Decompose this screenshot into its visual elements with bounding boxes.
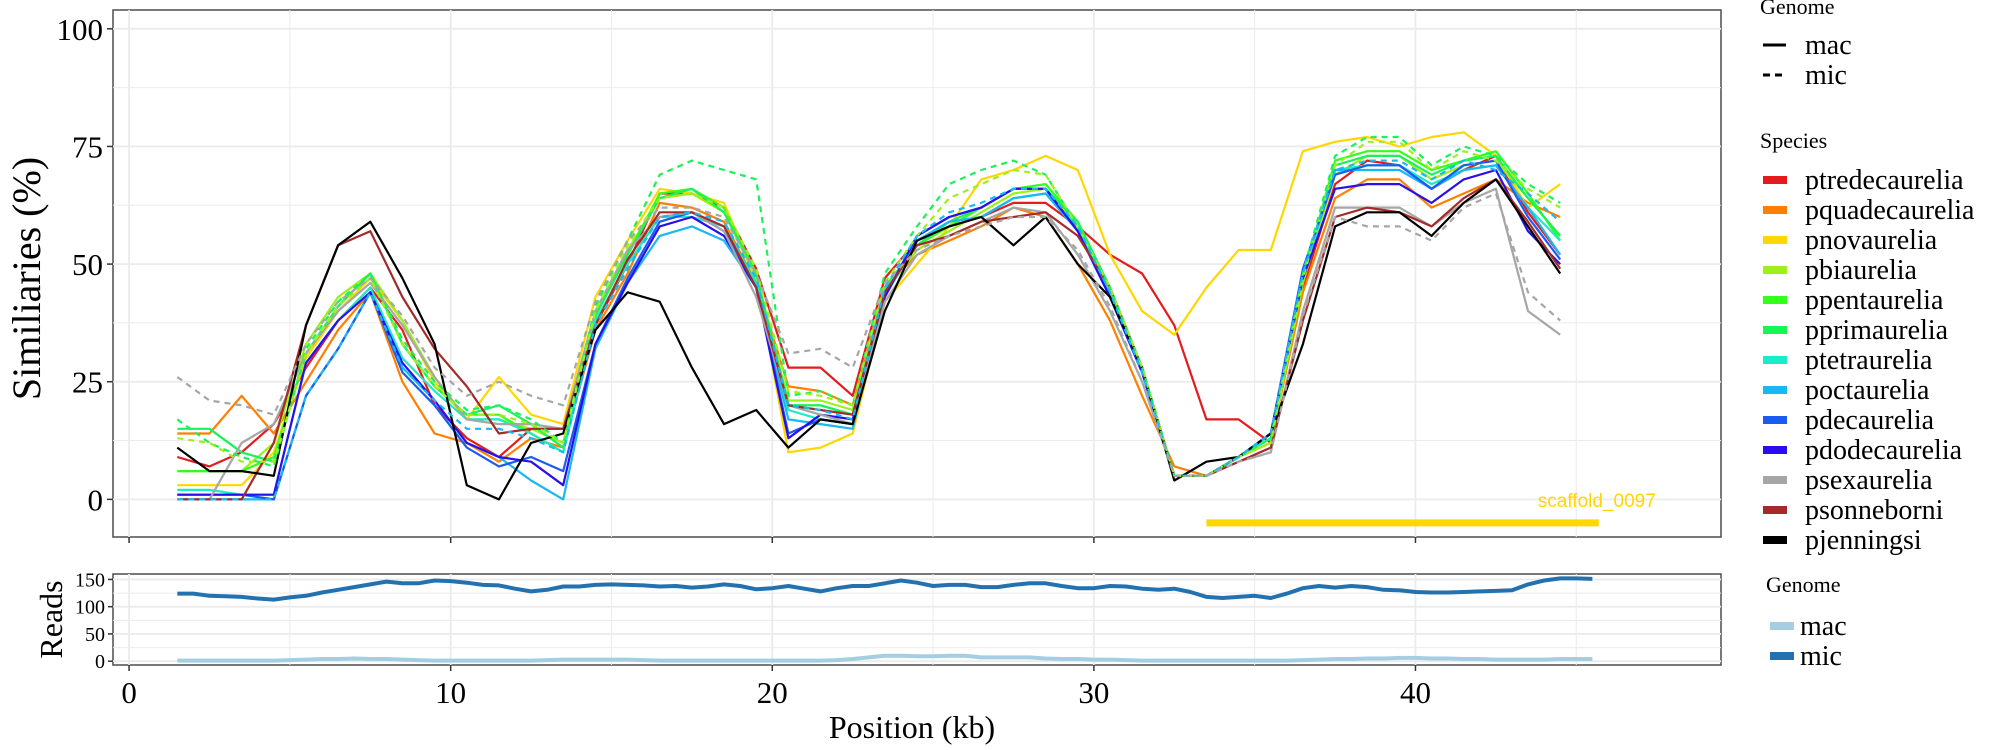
similarity-x-ticks [128,537,1417,543]
reads-legend-title: Genome [1766,572,1841,597]
legend-title-genome: Genome [1760,0,1835,19]
x-tick-label: 0 [121,675,137,710]
legend-key-ppentaurelia [1763,296,1787,304]
reads-y-tick-label: 150 [75,569,105,591]
reads-line-mac [177,653,1593,663]
reads-y-axis-title: Reads [33,580,69,658]
legend-label-poctaurelia: poctaurelia [1805,375,1930,406]
legend-title-species: Species [1760,128,1827,153]
legend-key-ptetraurelia [1763,356,1787,364]
legend-key-pprimaurelia [1763,326,1787,334]
legend-key-pjenningsi [1763,536,1787,544]
legend-key-psonneborni [1763,506,1787,514]
x-tick-label: 30 [1078,675,1109,710]
scaffold-label: scaffold_0097 [1538,491,1656,512]
reads-x-axis: 0 10 20 30 40 [121,665,1431,710]
y-tick-label: 0 [88,482,104,517]
series-line-pbiaurelia-mic [177,140,1561,477]
y-tick-label: 50 [72,247,103,282]
series-line-pprimaurelia-mic [176,135,1561,477]
legend-label-genome-mic: mic [1805,60,1847,91]
legend-key-ptredecaurelia [1763,176,1787,184]
y-tick-label: 25 [72,365,103,400]
similarity-panel: scaffold_0097 0 25 50 75 100 Similiaries (%) [4,9,1722,543]
legend-key-pquadecaurelia [1763,206,1787,214]
legend-label-pjenningsi: pjenningsi [1805,525,1922,556]
x-tick-label: 20 [757,675,788,710]
legend-label-genome-mac: mac [1805,30,1852,61]
reads-y-tick-label: 0 [95,651,105,673]
legend-label-ppentaurelia: ppentaurelia [1805,285,1944,316]
similarity-plot-area [112,9,1722,538]
similarity-lines [176,131,1562,501]
legend-label-psonneborni: psonneborni [1805,495,1944,526]
reads-legend-key-mic [1770,652,1794,660]
reads-legend-label-mac: mac [1800,611,1847,642]
y-tick-label: 75 [72,129,103,164]
reads-y-axis: 0 50 100 150 [75,569,113,673]
legend-key-psexaurelia [1763,476,1787,484]
legend-label-ptetraurelia: ptetraurelia [1805,345,1933,376]
similarity-y-axis: 0 25 50 75 100 [57,12,113,517]
reads-y-tick-label: 100 [75,597,105,619]
series-line-pquadecaurelia-mac [177,178,1561,477]
similarity-y-axis-title: Similiaries (%) [4,157,49,400]
y-tick-label: 100 [57,12,104,47]
legend-label-psexaurelia: psexaurelia [1805,465,1933,496]
legend-label-pnovaurelia: pnovaurelia [1805,225,1938,256]
reads-grid [113,574,1721,665]
series-line-poctaurelia-mic [177,159,1561,501]
reads-plot-area [112,573,1722,666]
x-tick-label: 40 [1400,675,1431,710]
series-line-psexaurelia-mac [177,187,1561,501]
legend-label-pquadecaurelia: pquadecaurelia [1805,195,1975,226]
legend-label-pprimaurelia: pprimaurelia [1805,315,1949,346]
legend-label-pbiaurelia: pbiaurelia [1805,255,1918,286]
legend-key-poctaurelia [1763,386,1787,394]
legend-key-pdecaurelia [1763,416,1787,424]
series-line-psonneborni-mac [177,178,1562,501]
legend-label-ptredecaurelia: ptredecaurelia [1805,165,1964,196]
x-axis-title: Position (kb) [829,709,995,745]
legend-key-pnovaurelia [1763,236,1787,244]
legend-label-pdodecaurelia: pdodecaurelia [1805,435,1963,466]
reads-panel: 0 50 100 150 0 10 20 30 40 Reads Position (kb) [33,569,1722,745]
reads-legend-label-mic: mic [1800,641,1842,672]
legend-key-pbiaurelia [1763,266,1787,274]
scaffold-annotation: scaffold_0097 [1206,491,1656,527]
series-line-pdodecaurelia-mac [177,168,1561,496]
reads-y-tick-label: 50 [85,624,105,646]
legend-key-pdodecaurelia [1763,446,1787,454]
reads-line-mic [177,576,1593,602]
reads-lines [177,576,1593,663]
x-tick-label: 10 [435,675,466,710]
reads-legend-key-mac [1770,622,1794,630]
series-line-pjenningsi-mac [176,178,1562,501]
legend-label-pdecaurelia: pdecaurelia [1805,405,1935,436]
